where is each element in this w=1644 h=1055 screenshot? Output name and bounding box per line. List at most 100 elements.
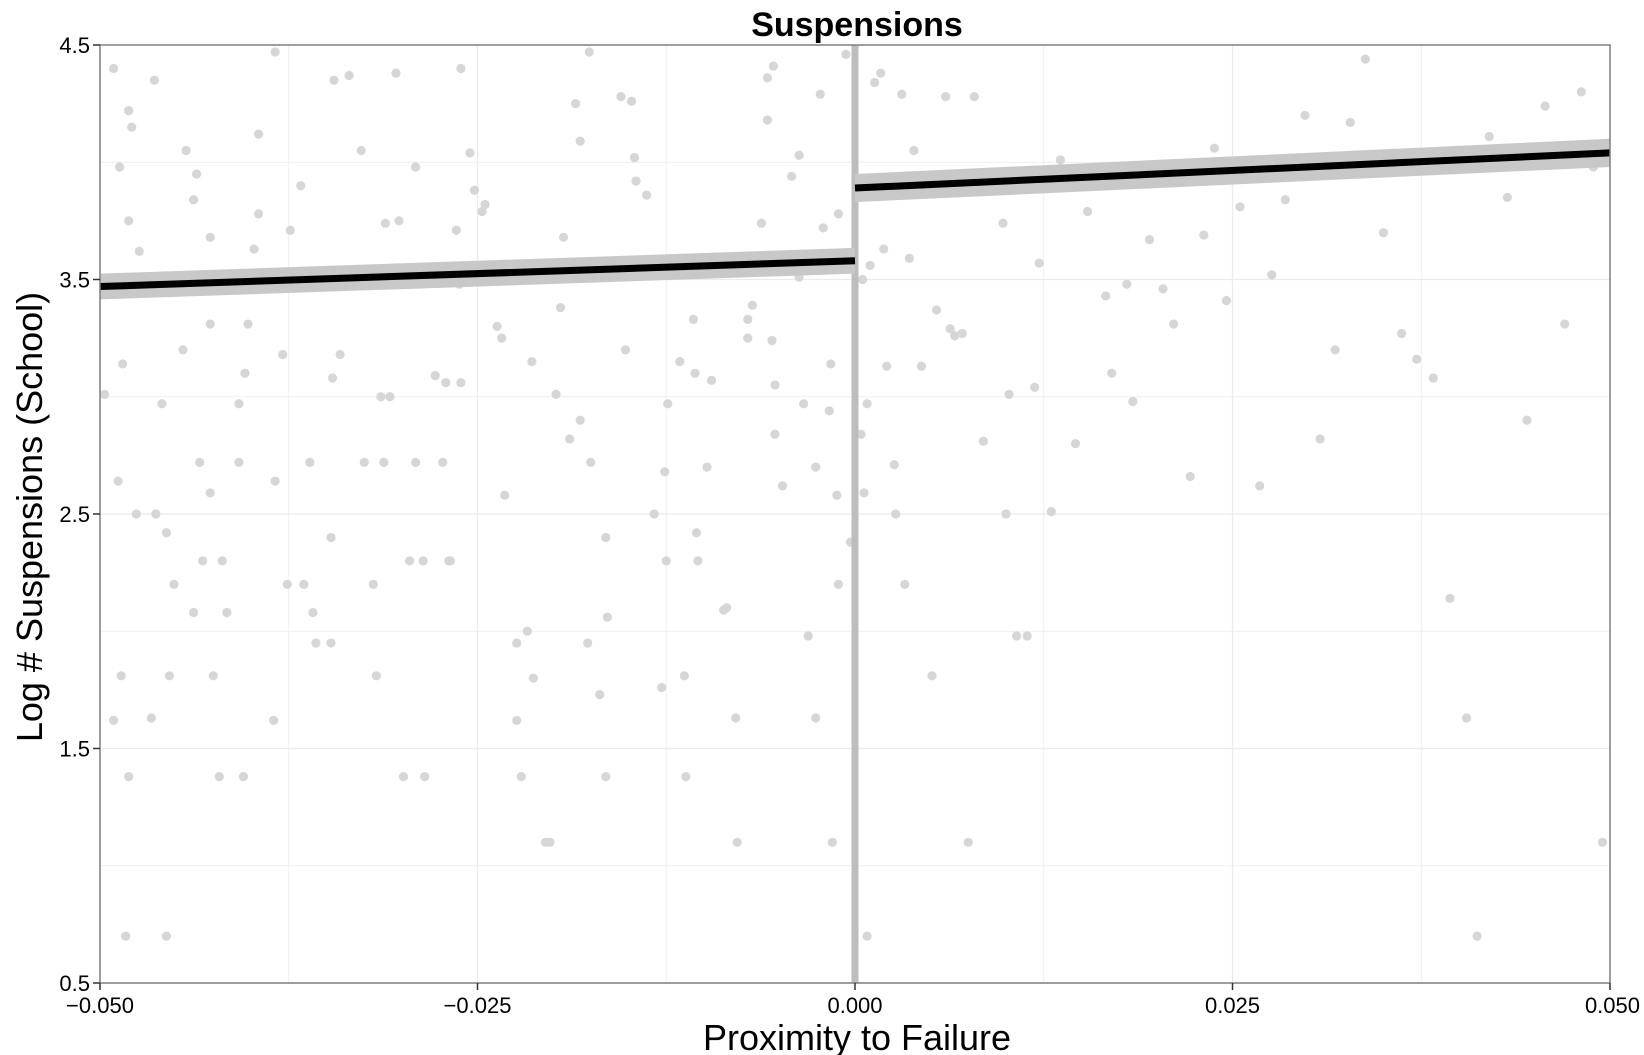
data-point-130 (675, 356, 685, 367)
data-point-59 (344, 70, 354, 81)
data-point-174 (865, 260, 875, 271)
data-point-33 (208, 671, 218, 681)
data-point-195 (978, 436, 988, 446)
data-point-101 (551, 389, 561, 400)
data-point-164 (832, 490, 842, 500)
data-point-243 (1597, 837, 1608, 847)
data-point-126 (663, 399, 673, 409)
data-point-109 (601, 532, 611, 543)
x-axis-title: Proximity to Failure (703, 1017, 1011, 1055)
data-point-98 (545, 837, 555, 847)
data-point-156 (803, 631, 813, 641)
data-point-124 (660, 467, 670, 477)
data-point-224 (1300, 110, 1310, 120)
data-point-119 (616, 91, 626, 102)
data-point-12 (108, 715, 119, 725)
data-point-193 (963, 837, 973, 847)
data-point-145 (762, 115, 773, 125)
data-point-94 (512, 715, 522, 725)
data-point-184 (909, 145, 919, 156)
data-point-172 (862, 931, 872, 941)
data-point-29 (205, 488, 215, 498)
data-point-61 (356, 145, 366, 156)
data-point-37 (234, 457, 244, 468)
data-point-41 (249, 244, 259, 254)
data-point-42 (253, 209, 264, 219)
data-point-144 (756, 218, 766, 228)
fit-line-left (99, 257, 856, 291)
data-point-222 (1267, 270, 1277, 280)
data-point-170 (857, 274, 868, 285)
data-point-104 (571, 99, 581, 109)
fit-layer (99, 138, 1611, 300)
fit-line-right (854, 149, 1611, 192)
data-point-240 (1560, 319, 1570, 329)
y-tick-label-0: 0.5 (59, 971, 90, 996)
data-point-169 (856, 429, 866, 439)
data-point-28 (195, 457, 205, 468)
data-point-220 (1235, 202, 1245, 212)
data-point-163 (827, 837, 837, 847)
data-point-138 (722, 603, 732, 613)
data-point-69 (394, 216, 404, 226)
data-point-221 (1255, 481, 1265, 491)
data-point-35 (238, 772, 249, 782)
data-point-92 (500, 490, 510, 500)
data-point-105 (575, 136, 585, 146)
data-point-232 (1428, 373, 1438, 383)
data-point-32 (217, 556, 227, 566)
data-point-103 (558, 232, 569, 242)
data-point-131 (688, 314, 699, 324)
chart-title: Suspensions (751, 6, 963, 44)
data-point-6 (118, 359, 128, 369)
data-point-66 (376, 392, 386, 402)
data-point-90 (492, 321, 502, 331)
data-point-18 (146, 713, 156, 723)
data-point-15 (169, 579, 179, 589)
data-point-190 (945, 324, 955, 334)
data-point-111 (601, 772, 611, 782)
data-point-210 (1107, 368, 1117, 378)
data-point-146 (762, 73, 773, 83)
data-point-183 (904, 253, 914, 263)
data-point-91 (497, 333, 507, 343)
data-point-8 (131, 509, 141, 519)
data-point-147 (768, 61, 779, 71)
data-point-134 (690, 368, 700, 378)
data-point-213 (1144, 235, 1155, 245)
data-point-39 (240, 368, 250, 378)
data-point-40 (234, 399, 244, 409)
data-point-186 (927, 671, 937, 681)
data-point-52 (299, 579, 309, 589)
data-point-153 (794, 150, 804, 160)
data-point-87 (465, 148, 475, 158)
data-point-113 (575, 415, 585, 425)
data-point-140 (732, 837, 742, 847)
data-point-45 (278, 349, 288, 360)
data-point-185 (916, 361, 927, 371)
data-point-80 (441, 378, 451, 388)
data-point-31 (189, 607, 199, 618)
data-point-100 (522, 626, 532, 636)
data-point-132 (691, 528, 702, 538)
data-point-22 (181, 145, 191, 156)
data-point-4 (124, 216, 134, 226)
data-point-157 (811, 462, 821, 472)
data-point-65 (371, 671, 381, 681)
data-point-225 (1315, 434, 1325, 444)
data-point-237 (1502, 192, 1512, 203)
data-point-49 (285, 225, 295, 235)
data-point-197 (998, 218, 1008, 228)
x-tick-label-0: −0.050 (66, 993, 134, 1018)
data-point-72 (410, 457, 421, 468)
data-point-54 (311, 638, 321, 648)
data-point-112 (595, 689, 605, 700)
data-point-173 (862, 399, 872, 409)
data-point-16 (161, 528, 172, 538)
data-point-88 (480, 199, 490, 210)
data-point-226 (1330, 345, 1340, 355)
data-point-233 (1445, 593, 1455, 604)
data-point-217 (1199, 230, 1209, 240)
data-point-152 (786, 171, 797, 181)
